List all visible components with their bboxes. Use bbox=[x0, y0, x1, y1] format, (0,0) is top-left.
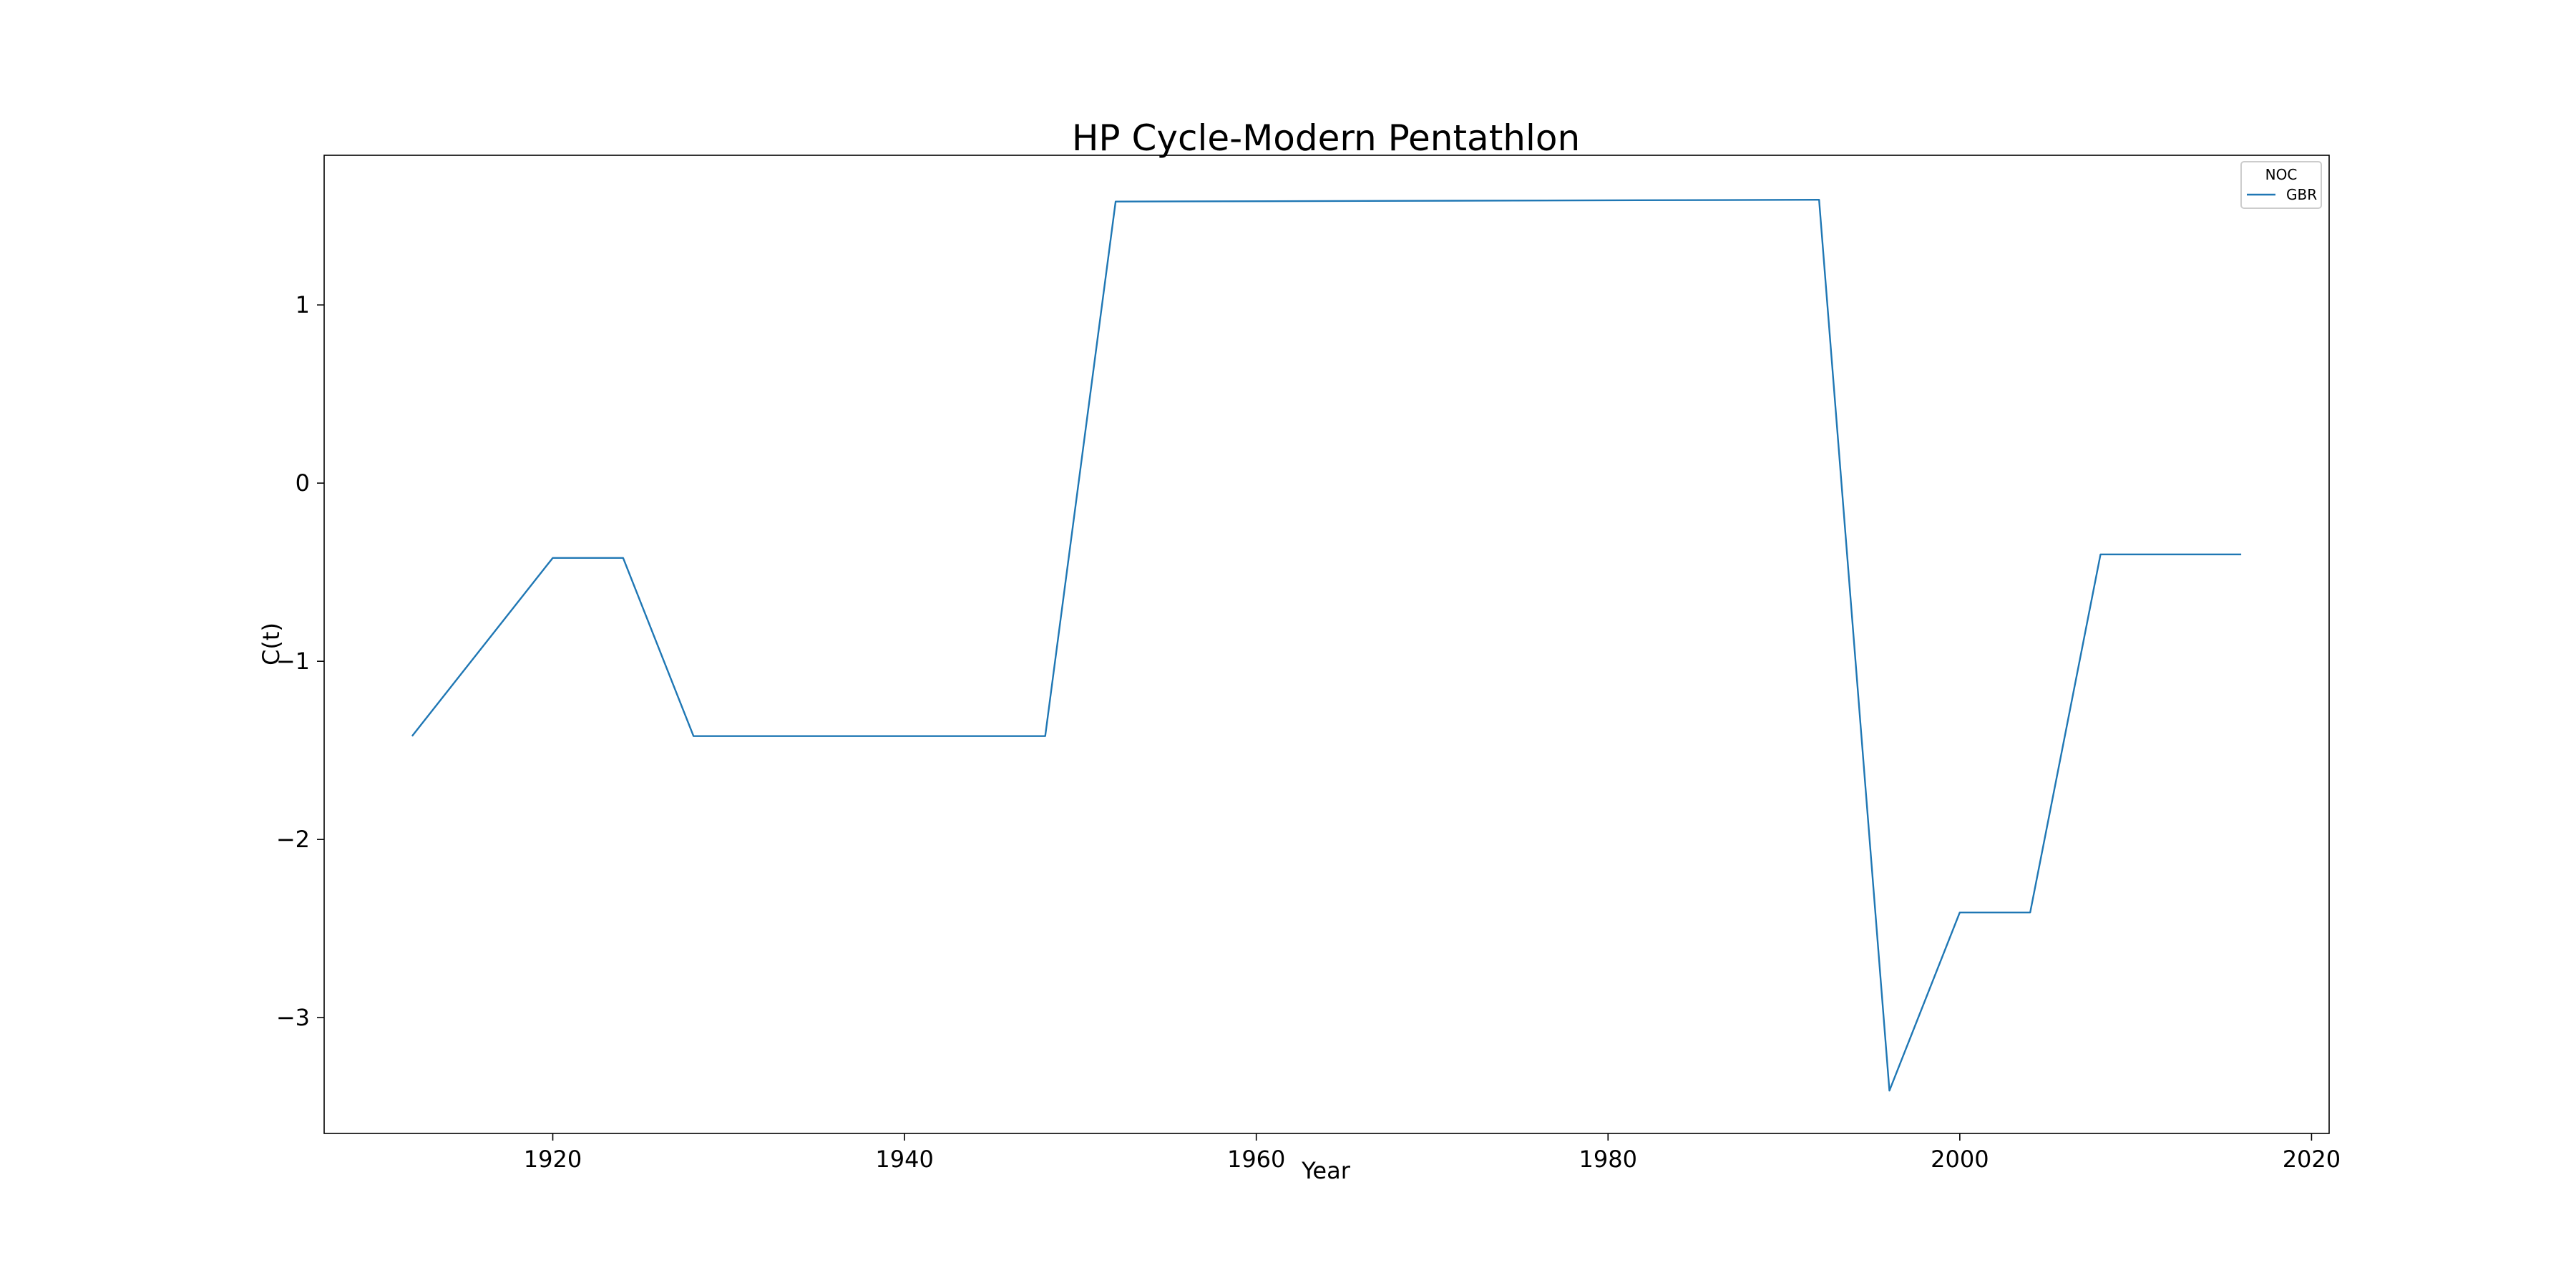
y-tick-label: −2 bbox=[276, 826, 310, 853]
y-axis-label: C(t) bbox=[258, 623, 285, 665]
chart-title: HP Cycle-Modern Pentathlon bbox=[1072, 117, 1580, 159]
x-tick-label: 1960 bbox=[1227, 1146, 1285, 1173]
legend-label-gbr: GBR bbox=[2286, 186, 2317, 203]
y-tick-label: −3 bbox=[276, 1004, 310, 1031]
x-tick-label: 2000 bbox=[1931, 1146, 1989, 1173]
series-layer bbox=[411, 199, 2242, 1092]
y-tick-label: 1 bbox=[296, 291, 310, 318]
plot-frame bbox=[323, 155, 2330, 1134]
y-axis-ticks: −3 −2 −1 0 1 bbox=[276, 291, 324, 1031]
series-line-gbr bbox=[411, 199, 2242, 1092]
x-axis-ticks: 1920 1940 1960 1980 2000 2020 bbox=[524, 1133, 2341, 1173]
legend-box bbox=[2240, 161, 2322, 209]
y-tick-label: 0 bbox=[296, 469, 310, 497]
x-tick-label: 1940 bbox=[875, 1146, 933, 1173]
y-tick-label: −1 bbox=[276, 648, 310, 675]
x-tick-label: 1980 bbox=[1579, 1146, 1637, 1173]
x-tick-label: 2020 bbox=[2283, 1146, 2341, 1173]
legend: NOC GBR bbox=[2240, 161, 2322, 209]
x-axis-label: Year bbox=[1301, 1157, 1351, 1184]
x-tick-label: 1920 bbox=[524, 1146, 582, 1173]
legend-title: NOC bbox=[2265, 166, 2298, 183]
